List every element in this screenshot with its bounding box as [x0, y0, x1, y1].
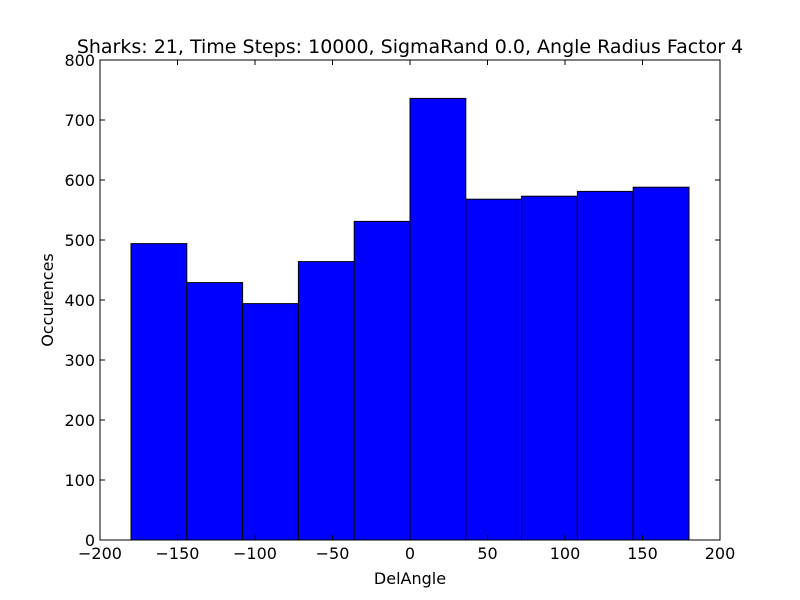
y-tick-label: 700	[64, 111, 95, 130]
y-axis-label: Occurences	[38, 253, 57, 347]
histogram-bar	[130, 243, 188, 541]
y-tick-label: 300	[64, 351, 95, 370]
y-tick-label: 0	[85, 531, 95, 550]
y-tick-label: 200	[64, 411, 95, 430]
histogram-bar	[186, 282, 244, 541]
chart-title: Sharks: 21, Time Steps: 10000, SigmaRand…	[77, 36, 743, 58]
x-tick-label: 150	[627, 544, 658, 563]
histogram-bar	[353, 220, 411, 541]
histogram-bar	[521, 195, 578, 541]
x-tick-label: −50	[316, 544, 350, 563]
histogram-bar	[297, 261, 355, 541]
x-axis-ticks: −200 −150 −100 −50 0 50 100 150 200	[78, 60, 735, 563]
y-tick-label: 800	[64, 51, 95, 70]
x-tick-label: −200	[78, 544, 122, 563]
histogram-bar	[409, 97, 467, 541]
y-tick-label: 600	[64, 171, 95, 190]
x-tick-label: 200	[705, 544, 736, 563]
x-tick-label: 0	[405, 544, 415, 563]
x-tick-label: 100	[550, 544, 581, 563]
x-tick-label: −150	[156, 544, 200, 563]
histogram-bar	[576, 190, 634, 541]
x-tick-label: −100	[233, 544, 277, 563]
y-axis-ticks: 0 100 200 300 400 500 600 700 800	[64, 51, 720, 550]
bars-group	[130, 97, 690, 541]
histogram-bar	[242, 303, 299, 541]
y-tick-label: 100	[64, 471, 95, 490]
y-tick-label: 400	[64, 291, 95, 310]
x-tick-label: 50	[477, 544, 497, 563]
y-tick-label: 500	[64, 231, 95, 250]
x-axis-label: DelAngle	[374, 569, 446, 588]
histogram-bar	[632, 186, 690, 541]
histogram-bar	[465, 198, 523, 541]
